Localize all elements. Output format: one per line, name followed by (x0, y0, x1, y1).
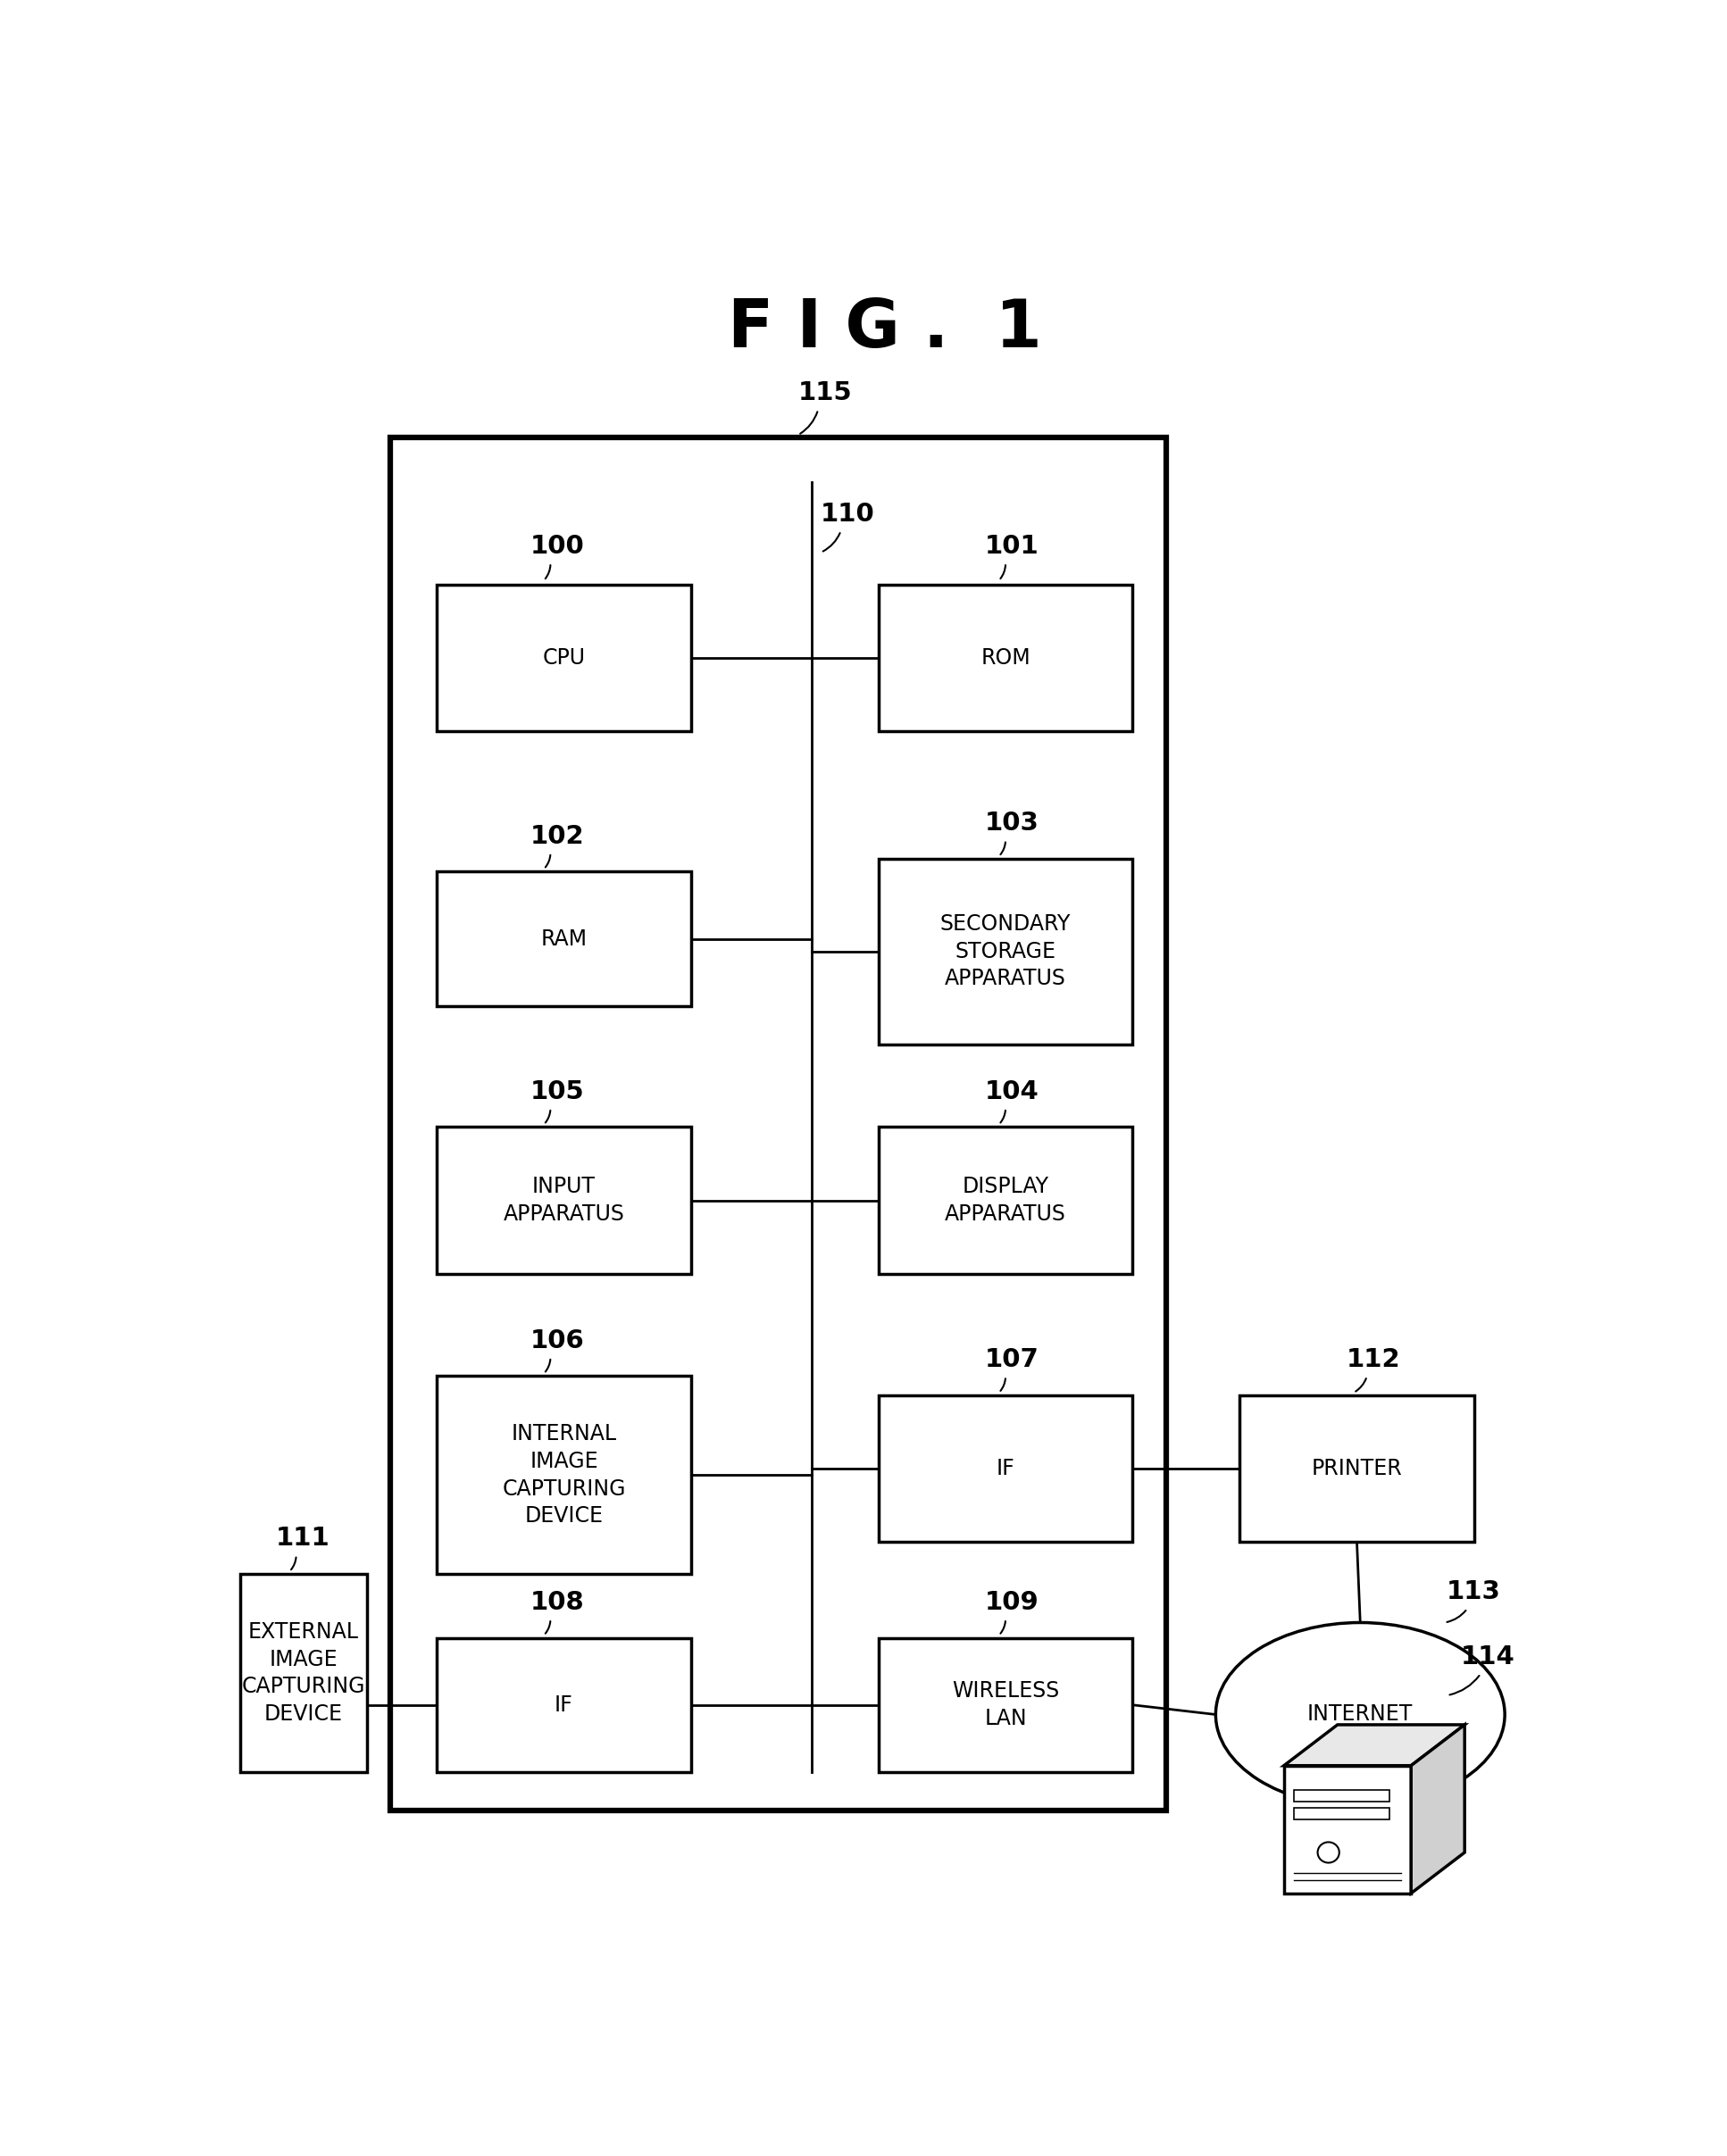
FancyBboxPatch shape (437, 584, 691, 731)
FancyBboxPatch shape (1283, 1766, 1411, 1893)
Text: IF: IF (554, 1695, 573, 1716)
Text: 102: 102 (530, 824, 584, 849)
Text: 100: 100 (530, 535, 584, 558)
FancyBboxPatch shape (879, 584, 1133, 731)
Circle shape (1318, 1841, 1338, 1863)
Text: WIRELESS
LAN: WIRELESS LAN (952, 1680, 1059, 1729)
FancyBboxPatch shape (437, 1639, 691, 1772)
Text: 110: 110 (820, 502, 876, 526)
Text: 109: 109 (984, 1589, 1040, 1615)
Text: 112: 112 (1347, 1348, 1401, 1371)
Text: 104: 104 (984, 1080, 1040, 1104)
Text: RAM: RAM (541, 927, 587, 949)
FancyBboxPatch shape (1294, 1807, 1390, 1820)
Text: 105: 105 (530, 1080, 584, 1104)
Text: IF: IF (996, 1457, 1015, 1479)
Text: 111: 111 (276, 1526, 330, 1550)
Text: 114: 114 (1461, 1645, 1515, 1669)
Text: F I G .  1: F I G . 1 (729, 295, 1041, 362)
FancyBboxPatch shape (879, 1639, 1133, 1772)
Polygon shape (1283, 1725, 1464, 1766)
Text: 106: 106 (530, 1328, 584, 1354)
Text: 103: 103 (984, 811, 1040, 837)
FancyBboxPatch shape (1294, 1789, 1390, 1802)
FancyBboxPatch shape (879, 1395, 1133, 1542)
Text: INTERNAL
IMAGE
CAPTURING
DEVICE: INTERNAL IMAGE CAPTURING DEVICE (503, 1423, 625, 1526)
FancyBboxPatch shape (390, 438, 1166, 1811)
Text: 115: 115 (798, 382, 851, 405)
Text: 107: 107 (984, 1348, 1040, 1371)
FancyBboxPatch shape (437, 1376, 691, 1574)
Ellipse shape (1216, 1623, 1504, 1807)
Text: CPU: CPU (542, 647, 585, 668)
Text: 101: 101 (984, 535, 1040, 558)
Text: 108: 108 (530, 1589, 584, 1615)
Text: PRINTER: PRINTER (1311, 1457, 1402, 1479)
Text: 113: 113 (1447, 1580, 1501, 1604)
FancyBboxPatch shape (437, 871, 691, 1007)
FancyBboxPatch shape (437, 1128, 691, 1274)
Text: DISPLAY
APPARATUS: DISPLAY APPARATUS (945, 1177, 1066, 1225)
Text: SECONDARY
STORAGE
APPARATUS: SECONDARY STORAGE APPARATUS (939, 914, 1071, 990)
Text: INTERNET: INTERNET (1307, 1703, 1413, 1725)
FancyBboxPatch shape (1240, 1395, 1475, 1542)
Text: INPUT
APPARATUS: INPUT APPARATUS (503, 1177, 625, 1225)
Text: EXTERNAL
IMAGE
CAPTURING
DEVICE: EXTERNAL IMAGE CAPTURING DEVICE (242, 1621, 366, 1725)
FancyBboxPatch shape (240, 1574, 368, 1772)
Polygon shape (1411, 1725, 1464, 1893)
FancyBboxPatch shape (879, 1128, 1133, 1274)
FancyBboxPatch shape (879, 858, 1133, 1044)
Text: ROM: ROM (981, 647, 1031, 668)
